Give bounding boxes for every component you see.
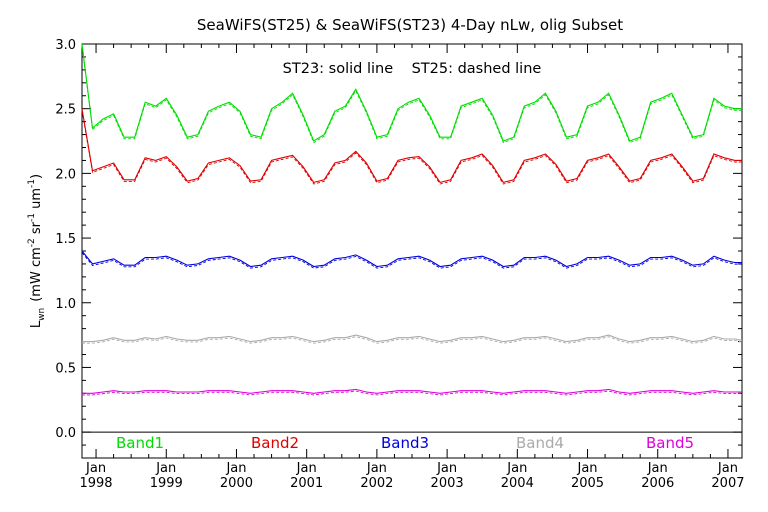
y-axis-label-exp1: -2 <box>27 238 37 247</box>
y-axis-label-unit: (mW cm <box>29 247 44 302</box>
x-tick-year-label: 2006 <box>641 476 674 491</box>
band2-st23-solid-line <box>81 108 742 184</box>
band2-legend-label: Band2 <box>251 434 299 452</box>
x-tick-month-label: Jan <box>85 461 106 476</box>
x-tick-month-label: Jan <box>647 461 668 476</box>
x-tick-month-label: Jan <box>436 461 457 476</box>
band1-legend-label: Band1 <box>116 434 164 452</box>
x-tick-month-label: Jan <box>577 461 598 476</box>
x-tick-month-label: Jan <box>366 461 387 476</box>
band4-st23-solid-line <box>82 334 743 343</box>
band3-legend-label: Band3 <box>381 434 429 452</box>
chart-title: SeaWiFS(ST25) & SeaWiFS(ST23) 4-Day nLw,… <box>197 16 623 34</box>
y-axis-label-sub: wn <box>37 308 47 321</box>
x-tick-month-label: Jan <box>506 461 527 476</box>
y-axis-label-um: um <box>29 188 44 213</box>
x-tick-month-label: Jan <box>155 461 176 476</box>
x-tick-month-label: Jan <box>717 461 738 476</box>
band1-st23-solid-line <box>81 43 742 142</box>
y-axis-label-sr: sr <box>29 221 44 238</box>
plot-frame <box>81 43 743 459</box>
y-tick-label: 0.0 <box>55 426 76 441</box>
y-axis-label-main: L <box>29 320 44 328</box>
plot-area: 0.00.51.01.52.02.53.0Jan1998Jan1999Jan20… <box>55 38 744 491</box>
band4-st25-dashed-line <box>82 336 743 344</box>
x-tick-year-label: 2003 <box>431 476 464 491</box>
band3-st25-dashed-line <box>81 252 742 269</box>
x-tick-month-label: Jan <box>225 461 246 476</box>
x-tick-year-label: 2001 <box>290 476 323 491</box>
x-tick-year-label: 2000 <box>220 476 253 491</box>
y-tick-label: 0.5 <box>55 361 76 376</box>
x-tick-year-label: 2005 <box>571 476 604 491</box>
y-tick-label: 1.5 <box>55 232 76 247</box>
band5-legend-label: Band5 <box>646 434 694 452</box>
y-axis-label-close: ) <box>29 174 44 179</box>
x-tick-year-label: 1999 <box>150 476 183 491</box>
x-tick-year-label: 2002 <box>360 476 393 491</box>
y-tick-label: 2.0 <box>55 167 76 182</box>
band2-st25-dashed-line <box>81 110 742 185</box>
y-tick-label: 3.0 <box>55 38 76 53</box>
y-axis-label-exp3: -1 <box>27 179 37 188</box>
x-tick-year-label: 1998 <box>79 476 112 491</box>
band5-st25-dashed-line <box>82 390 742 396</box>
line-style-annotation: ST23: solid line ST25: dashed line <box>283 61 542 77</box>
y-axis-label-exp2: -1 <box>27 213 37 222</box>
band4-legend-label: Band4 <box>516 434 564 452</box>
y-tick-label: 2.5 <box>55 103 76 118</box>
x-tick-month-label: Jan <box>296 461 317 476</box>
band5-st23-solid-line <box>82 388 742 394</box>
y-axis-label: Lwn(mW cm-2 sr-1 um-1) <box>27 174 47 328</box>
band3-st23-solid-line <box>81 250 742 268</box>
y-tick-label: 1.0 <box>55 297 76 312</box>
x-tick-year-label: 2007 <box>711 476 744 491</box>
band1-st25-dashed-line <box>81 45 742 144</box>
x-tick-year-label: 2004 <box>501 476 534 491</box>
